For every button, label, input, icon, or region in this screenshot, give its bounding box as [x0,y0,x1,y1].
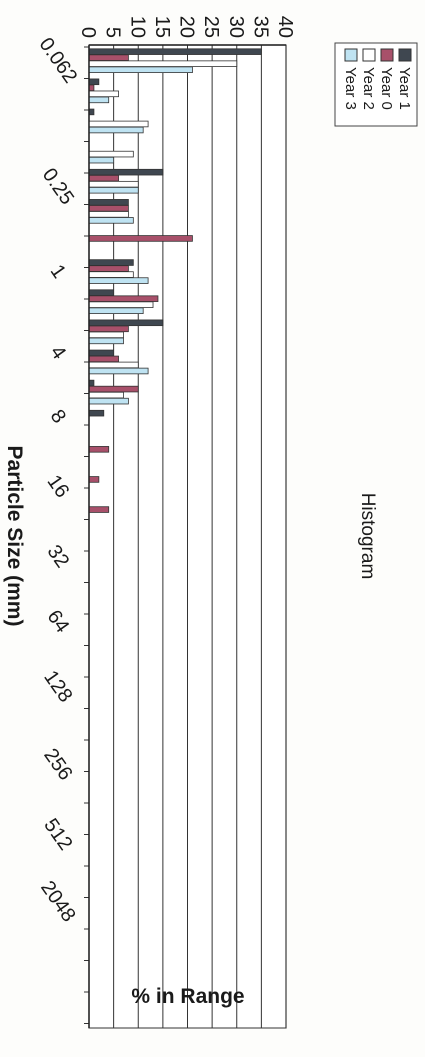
bar-year-2 [88,211,129,218]
bar-year-1 [88,409,105,417]
bar-year-0 [88,325,129,333]
bar-year-0 [88,265,129,272]
bar-year-2 [88,90,119,98]
bar-year-0 [88,174,119,182]
legend-label: Year 0 [378,67,395,110]
bar-year-0 [88,355,119,363]
bar-year-2 [88,361,139,369]
bar-year-0 [88,385,139,393]
bar-year-3 [88,277,149,284]
y-tick-labels: 0 5 10 15 20 25 30 35 40 [77,16,296,38]
bar-year-1 [88,48,262,55]
x-tick-label: 4 [46,342,70,364]
bar-year-1 [88,319,164,327]
legend-swatch [344,48,358,62]
bar-year-1 [88,349,115,357]
y-tick-label: 35 [249,16,271,38]
bar-year-0 [88,476,100,483]
legend-box [334,42,418,127]
bar-year-2 [88,391,124,399]
x-tick-label: 256 [39,745,76,785]
bar-year-3 [88,96,110,104]
bar-year-1 [88,259,134,266]
legend-label: Year 3 [342,67,359,110]
bar-year-3 [88,186,139,194]
bar-year-3 [88,307,144,315]
y-tick-label: 30 [225,16,247,38]
legend-label: Year 1 [396,67,413,110]
bar-year-3 [88,217,134,224]
bar-year-2 [88,331,124,339]
bar-year-3 [88,126,144,134]
bar-year-3 [88,156,115,164]
x-tick-label: 2048 [36,877,80,926]
bar-year-1 [88,78,100,86]
bar-year-0 [88,506,110,513]
bar-year-2 [88,301,154,308]
bar-year-3 [88,337,124,345]
bar-year-0 [88,205,129,212]
x-tick-label: 32 [43,541,74,572]
x-tick-label: 128 [39,667,76,707]
bar-year-0 [88,235,193,242]
x-tick-marks [84,46,89,1024]
y-tick-label: 0 [77,27,99,38]
bar-year-3 [88,397,129,405]
y-axis-title: % in Range [131,985,244,1008]
bar-year-2 [88,271,134,278]
bar-year-3 [88,367,149,375]
legend-label: Year 2 [360,67,377,110]
x-tick-label: 1 [46,261,70,283]
bar-year-2 [88,150,134,158]
bar-year-2 [88,60,238,67]
x-axis-title: Particle Size (mm) [3,446,26,627]
legend-swatch [398,48,412,62]
y-tick-label: 25 [200,16,222,38]
y-tick-label: 20 [176,16,198,38]
x-tick-label: 64 [43,606,74,637]
x-tick-labels: 0.062 0.25 1 4 8 16 32 64 128 256 512 2048 [35,34,82,926]
legend-swatch [380,48,394,62]
bar-year-0 [88,446,110,453]
x-tick-label: 0.25 [38,164,78,209]
bar-year-0 [88,54,129,61]
bar-year-1 [88,289,115,296]
y-tick-label: 10 [126,16,148,38]
x-tick-label: 8 [46,406,70,428]
bar-year-2 [88,120,149,128]
legend-swatch [362,48,376,62]
y-tick-label: 5 [102,27,124,38]
y-tick-label: 40 [274,16,296,38]
bar-year-1 [88,199,129,206]
bar-year-2 [88,180,139,188]
bar-year-3 [88,66,193,74]
bar-year-0 [88,295,159,302]
x-tick-label: 16 [43,471,74,502]
chart-title: Histogram [357,493,378,580]
y-tick-label: 15 [151,16,173,38]
x-tick-label: 0.062 [35,34,82,88]
bar-year-1 [88,168,164,176]
x-tick-label: 512 [39,815,76,855]
